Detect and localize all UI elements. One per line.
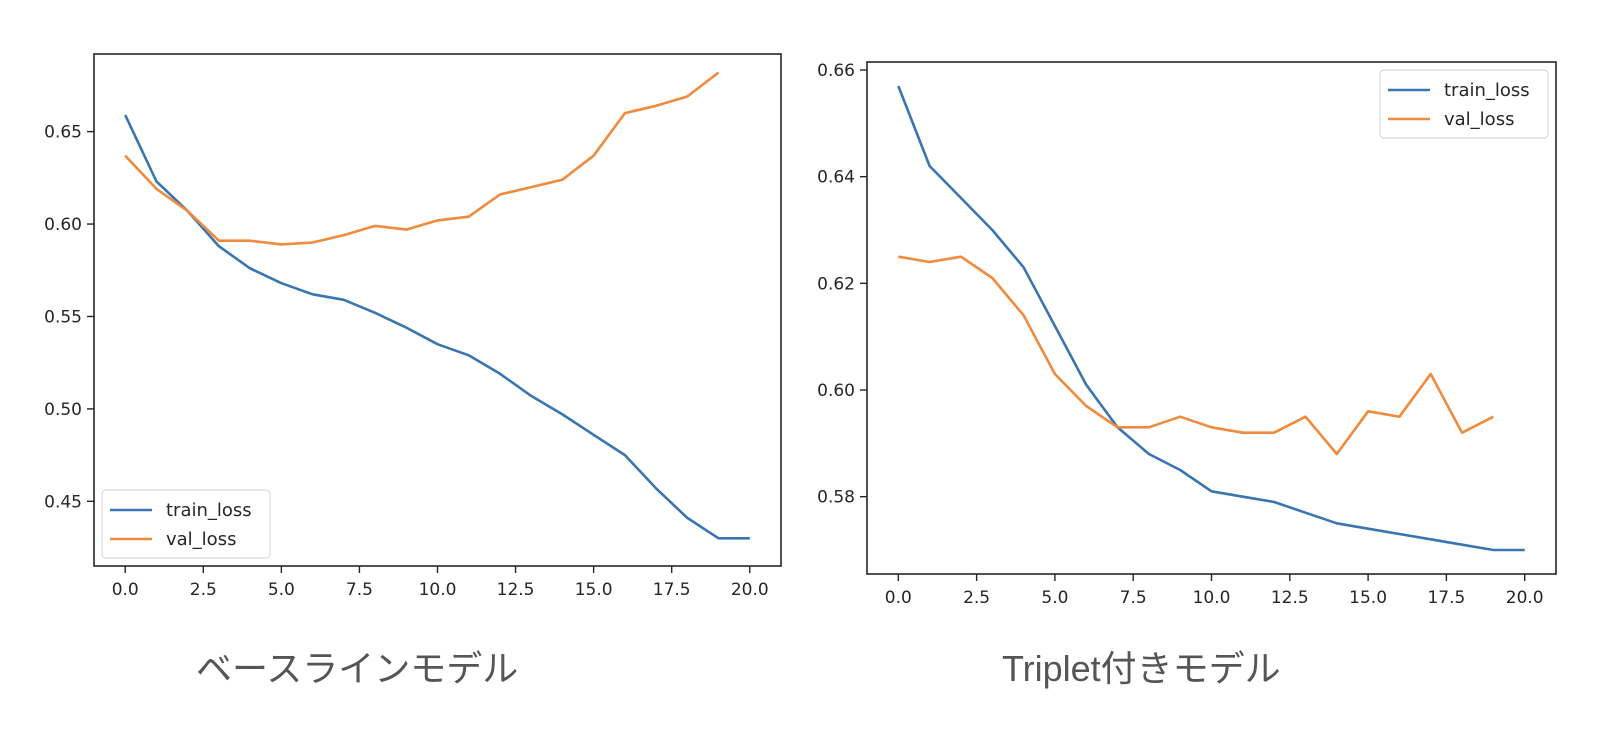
- axes-frame: [93, 53, 782, 567]
- val-loss-line: [124, 71, 720, 246]
- x-tick-label: 12.5: [497, 580, 535, 600]
- legend-label: train_loss: [1444, 80, 1530, 101]
- triplet-caption: Triplet付きモデル: [1002, 648, 1281, 689]
- baseline-chart: 0.0 2.5 5.0 7.5 10.0 12.5 15.0 17.5 20.0 0.45 0.50…: [0, 0, 800, 620]
- y-tick-label: 0.60: [817, 381, 855, 401]
- x-tick-label: 20.0: [731, 580, 769, 600]
- x-tick-label: 7.5: [346, 580, 373, 600]
- x-tick-label: 17.5: [1427, 588, 1465, 608]
- x-tick-label: 7.5: [1120, 588, 1147, 608]
- x-tick-label: 5.0: [1041, 588, 1068, 608]
- x-tick-label: 15.0: [1349, 588, 1387, 608]
- x-tick-label: 5.0: [268, 580, 295, 600]
- legend-label: val_loss: [1444, 109, 1514, 130]
- x-tick-label: 12.5: [1271, 588, 1309, 608]
- x-tick-label: 0.0: [885, 588, 912, 608]
- x-tick-label: 2.5: [963, 588, 990, 608]
- x-tick-label: 17.5: [653, 580, 691, 600]
- baseline-chart-svg: 0.0 2.5 5.0 7.5 10.0 12.5 15.0 17.5 20.0 0.45 0.50…: [44, 53, 782, 600]
- legend: train_loss val_loss: [1379, 69, 1549, 139]
- y-tick-label: 0.62: [817, 274, 855, 294]
- legend: train_loss val_loss: [101, 489, 271, 559]
- x-tick-label: 2.5: [190, 580, 217, 600]
- y-tick-label: 0.64: [817, 168, 855, 188]
- legend-label: val_loss: [166, 529, 236, 550]
- triplet-chart: 0.0 2.5 5.0 7.5 10.0 12.5 15.0 17.5 20.0 0.58 0.60…: [800, 0, 1610, 620]
- y-tick-label: 0.65: [44, 123, 82, 143]
- axes-frame: [866, 61, 1557, 575]
- x-tick-label: 20.0: [1506, 588, 1544, 608]
- y-tick-label: 0.45: [44, 492, 82, 512]
- legend-label: train_loss: [166, 500, 252, 521]
- x-tick-label: 15.0: [575, 580, 613, 600]
- y-tick-label: 0.66: [817, 61, 855, 81]
- train-loss-line: [124, 114, 750, 540]
- val-loss-line: [898, 255, 1494, 456]
- y-tick-label: 0.60: [44, 215, 82, 235]
- x-tick-label: 10.0: [1193, 588, 1231, 608]
- x-tick-label: 0.0: [112, 580, 139, 600]
- train-loss-line: [897, 85, 1525, 552]
- triplet-chart-svg: 0.0 2.5 5.0 7.5 10.0 12.5 15.0 17.5 20.0 0.58 0.60…: [817, 61, 1557, 608]
- y-tick-label: 0.50: [44, 400, 82, 420]
- y-tick-label: 0.55: [44, 307, 82, 327]
- y-tick-label: 0.58: [817, 488, 855, 508]
- baseline-caption: ベースラインモデル: [196, 648, 519, 689]
- x-tick-label: 10.0: [419, 580, 457, 600]
